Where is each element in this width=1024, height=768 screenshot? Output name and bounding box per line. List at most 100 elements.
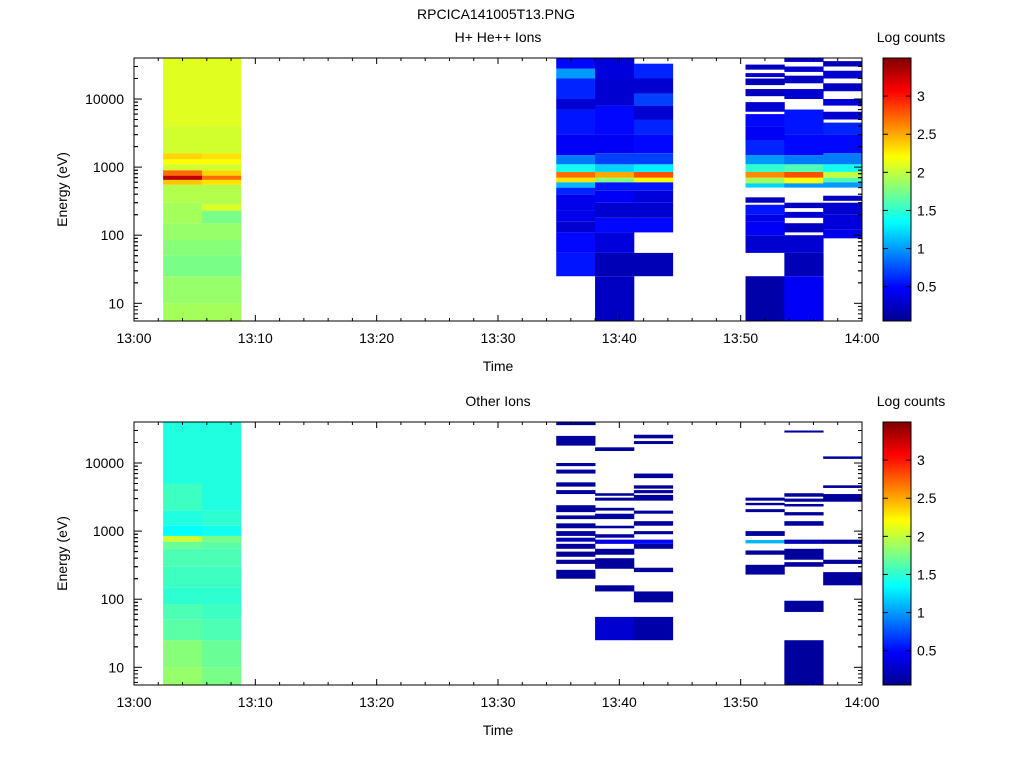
heatmap-cell	[784, 430, 824, 433]
heatmap-cell	[823, 153, 863, 165]
heatmap-cell	[745, 177, 785, 184]
heatmap-cell	[595, 513, 635, 520]
heatmap-cell	[784, 109, 824, 135]
heatmap-cell	[556, 194, 596, 211]
heatmap-cell	[163, 58, 203, 127]
panel1-colorbar-label: Log counts	[877, 29, 946, 45]
heatmap-cell	[595, 105, 635, 135]
heatmap-cell	[163, 640, 203, 668]
heatmap-cell	[633, 171, 674, 178]
heatmap-cell	[745, 502, 785, 506]
heatmap-cell	[745, 171, 785, 178]
heatmap-cell	[163, 202, 203, 224]
heatmap-cell	[163, 422, 203, 484]
heatmap-cell	[745, 78, 785, 86]
heatmap-cell	[745, 204, 785, 215]
heatmap-cell	[201, 204, 242, 211]
heatmap-cell	[201, 587, 242, 605]
heatmap-cell	[556, 99, 596, 110]
heatmap-cell	[163, 170, 203, 176]
heatmap-cell	[201, 619, 242, 641]
heatmap-cell	[823, 99, 863, 106]
panel1-title: H+ He++ Ions	[455, 29, 542, 45]
heatmap-cell	[633, 217, 674, 233]
heatmap-cell	[556, 210, 596, 222]
heatmap-cell	[201, 510, 242, 526]
heatmap-cell	[823, 70, 863, 79]
heatmap-cell	[633, 485, 674, 489]
heatmap-cell	[163, 566, 203, 588]
x-tick-label: 13:30	[480, 330, 515, 346]
heatmap-cell	[745, 564, 785, 575]
heatmap-cell	[201, 170, 242, 176]
heatmap-cell	[745, 64, 785, 70]
heatmap-cell	[633, 190, 674, 203]
heatmap-cell	[784, 539, 824, 544]
panel1-heatmap	[163, 58, 863, 321]
heatmap-cell	[595, 134, 635, 154]
heatmap-cell	[633, 494, 674, 501]
colorbar-tick-label: 2	[917, 528, 925, 544]
heatmap-cell	[556, 78, 596, 99]
heatmap-cell	[633, 591, 674, 603]
heatmap-cell	[595, 534, 635, 538]
y-tick-label: 100	[101, 591, 125, 607]
heatmap-cell	[633, 510, 674, 514]
heatmap-cell	[556, 435, 596, 446]
heatmap-cell	[201, 184, 242, 205]
heatmap-cell	[201, 422, 242, 484]
heatmap-cell	[745, 531, 785, 536]
heatmap-cell	[823, 61, 863, 67]
colorbar-tick-label: 2.5	[917, 490, 937, 506]
heatmap-cell	[745, 497, 785, 501]
heatmap-cell	[556, 177, 596, 183]
heatmap-cell	[556, 551, 596, 557]
heatmap-cell	[201, 223, 242, 241]
heatmap-cell	[745, 221, 785, 236]
heatmap-cell	[595, 58, 635, 79]
heatmap-cell	[784, 183, 824, 188]
heatmap-cell	[745, 164, 785, 172]
heatmap-cell	[633, 134, 674, 154]
heatmap-cell	[745, 540, 785, 544]
heatmap-cell	[823, 202, 863, 215]
heatmap-cell	[556, 505, 596, 513]
heatmap-cell	[595, 276, 635, 321]
heatmap-cell	[823, 456, 863, 459]
heatmap-cell	[784, 548, 824, 560]
heatmap-cell	[745, 89, 785, 97]
heatmap-cell	[556, 171, 596, 178]
heatmap-cell	[633, 616, 674, 641]
x-tick-label: 13:40	[602, 694, 637, 710]
panel2-title: Other Ions	[465, 393, 530, 409]
heatmap-cell	[823, 494, 863, 502]
heatmap-cell	[823, 177, 863, 183]
x-tick-label: 14:00	[844, 694, 879, 710]
heatmap-cell	[556, 134, 596, 156]
heatmap-cell	[823, 539, 863, 544]
heatmap-cell	[556, 482, 596, 487]
heatmap-cell	[556, 221, 596, 233]
heatmap-cell	[633, 543, 674, 549]
heatmap-cell	[633, 105, 674, 120]
heatmap-cell	[595, 493, 635, 496]
heatmap-cell	[201, 483, 242, 511]
heatmap-cell	[556, 531, 596, 536]
heatmap-cell	[633, 490, 674, 494]
heatmap-cell	[556, 155, 596, 165]
colorbar-tick-label: 1	[917, 605, 925, 621]
heatmap-cell	[633, 177, 674, 183]
heatmap-cell	[784, 211, 824, 218]
x-tick-label: 13:50	[723, 330, 758, 346]
heatmap-cell	[163, 126, 203, 154]
heatmap-cell	[556, 232, 596, 253]
heatmap-cell	[163, 240, 203, 256]
heatmap-cell	[595, 558, 635, 569]
heatmap-cell	[633, 202, 674, 218]
heatmap-cell	[823, 182, 863, 188]
heatmap-cell	[556, 569, 596, 579]
y-tick-label: 1000	[93, 523, 124, 539]
heatmap-cell	[201, 126, 242, 154]
heatmap-cell	[823, 214, 863, 230]
colorbar-tick-label: 0.5	[917, 643, 937, 659]
